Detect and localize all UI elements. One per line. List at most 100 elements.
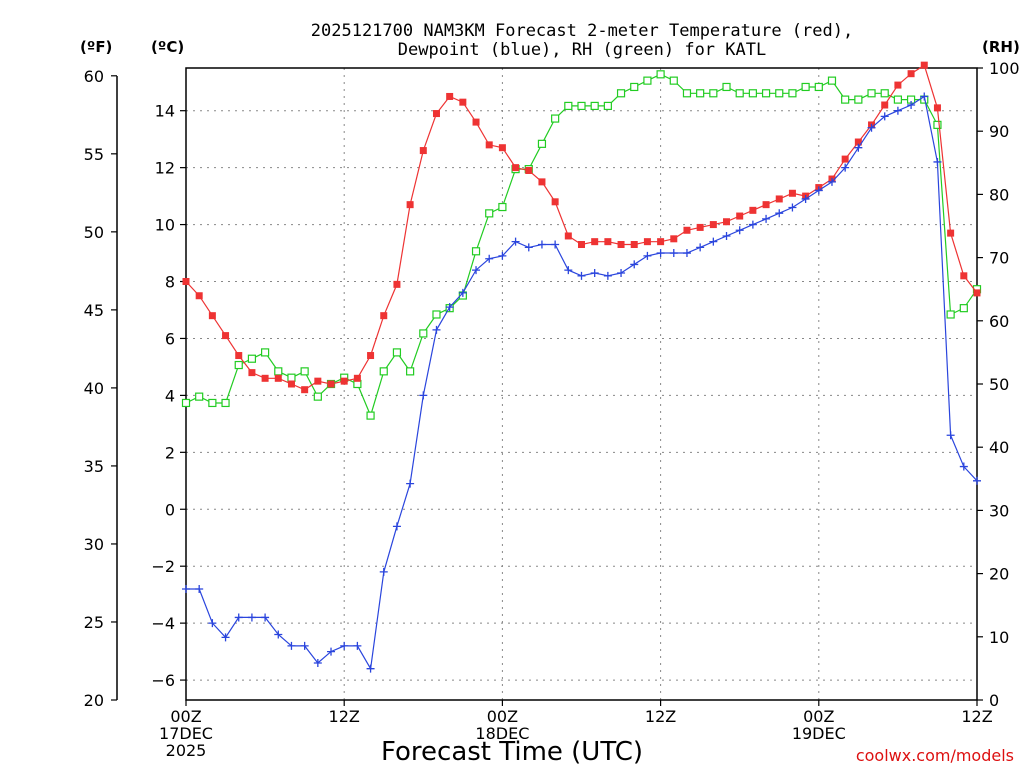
- dewpoint-point: [841, 163, 850, 172]
- temperature-point: [643, 238, 651, 246]
- temperature-point: [538, 178, 546, 186]
- rh-axis: 0 10 20 30 40 50 60 70 80 90 100: [977, 59, 1020, 710]
- dewpoint-point: [195, 584, 204, 593]
- rh-point: [933, 120, 942, 129]
- rh-point: [537, 139, 547, 148]
- dewpoint-point: [669, 249, 678, 258]
- chart-title-line-1: 2025121700 NAM3KM Forecast 2-meter Tempe…: [311, 21, 853, 41]
- temperature-point: [551, 198, 559, 206]
- dewpoint-point: [590, 268, 599, 277]
- dewpoint-point: [261, 613, 270, 622]
- dewpoint-point: [907, 101, 916, 110]
- rh-point: [867, 89, 876, 98]
- grid-lines: [186, 68, 977, 700]
- temperature-point: [578, 241, 585, 249]
- fahrenheit-tick-label: 60: [84, 67, 104, 86]
- rh-point: [761, 89, 771, 98]
- rh-point: [616, 89, 626, 98]
- temperature-point: [222, 332, 230, 340]
- temperature-point: [591, 238, 599, 246]
- rh-tick-label: 100: [989, 59, 1020, 78]
- plot-frame: [185, 67, 978, 701]
- temperature-point: [472, 118, 480, 126]
- temperature-point: [854, 138, 862, 146]
- temperature-point: [485, 141, 493, 149]
- temperature-point: [301, 386, 309, 394]
- rh-series: [181, 70, 982, 420]
- celsius-tick-label: −4: [151, 614, 175, 633]
- temperature-point: [604, 238, 612, 246]
- temperature-point: [287, 380, 295, 388]
- rh-point: [366, 411, 375, 420]
- dewpoint-point: [353, 641, 362, 650]
- dewpoint-point: [867, 123, 876, 132]
- rh-point: [498, 202, 507, 212]
- rh-point: [788, 89, 797, 98]
- rh-point: [261, 348, 270, 357]
- dewpoint-point: [762, 214, 771, 223]
- celsius-tick-label: 12: [155, 159, 175, 178]
- temperature-point: [736, 212, 744, 220]
- time-tick-label: 19DEC: [792, 724, 846, 743]
- temperature-point: [696, 223, 704, 231]
- rh-tick-label: 70: [989, 249, 1009, 268]
- celsius-tick-label: 0: [165, 500, 175, 519]
- watermark[interactable]: coolwx.com/models: [856, 746, 1014, 765]
- rh-tick-label: 10: [989, 628, 1009, 647]
- dewpoint-point: [893, 106, 902, 115]
- time-tick-label: 00Z: [803, 707, 834, 726]
- dew-line: [186, 95, 978, 671]
- rh-point: [630, 82, 639, 92]
- time-tick-label: 2025: [166, 741, 207, 760]
- temperature-point: [670, 235, 678, 243]
- rh-point: [682, 89, 692, 98]
- rh-point: [959, 304, 968, 313]
- temperature-point: [723, 218, 731, 226]
- temperature-point: [920, 61, 928, 69]
- celsius-tick-label: 10: [155, 216, 175, 235]
- temperature-point: [393, 280, 401, 288]
- dewpoint-point: [643, 251, 652, 260]
- dewpoint-point: [472, 266, 481, 275]
- rh-point: [735, 89, 744, 98]
- celsius-tick-label: −6: [151, 671, 175, 690]
- dewpoint-point: [973, 476, 981, 485]
- rh-point: [181, 398, 191, 408]
- temperature-point: [208, 312, 216, 320]
- temperature-point: [327, 380, 335, 388]
- temperature-point: [617, 241, 625, 249]
- rh-tick-label: 60: [989, 312, 1009, 331]
- time-tick-label: 17DEC: [159, 724, 213, 743]
- rh-point: [247, 354, 257, 363]
- dewpoint-point: [801, 194, 810, 203]
- dewpoint-point: [880, 112, 889, 121]
- dewpoint-point: [920, 92, 929, 101]
- dewpoint-point: [313, 658, 322, 667]
- temperature-point: [195, 292, 203, 300]
- fahrenheit-tick-label: 20: [84, 691, 104, 710]
- rh-point: [643, 76, 652, 85]
- temperature-point: [512, 164, 520, 172]
- dewpoint-point: [287, 641, 296, 650]
- rh-tick-label: 0: [989, 691, 999, 710]
- rh-point: [564, 101, 573, 111]
- temperature-point: [459, 98, 467, 106]
- rh-point: [313, 392, 322, 401]
- fahrenheit-tick-label: 30: [84, 535, 104, 554]
- dewpoint-point: [603, 271, 612, 280]
- temperature-point: [340, 377, 348, 385]
- rh-tick-label: 20: [989, 565, 1009, 584]
- dewpoint-point: [432, 325, 441, 334]
- chart-title-line-2: Dewpoint (blue), RH (green) for KATL: [398, 40, 766, 60]
- rh-point: [854, 95, 863, 104]
- temperature-point: [314, 377, 322, 385]
- dewpoint-point: [300, 641, 309, 650]
- temperature-point: [406, 201, 414, 209]
- celsius-tick-label: 4: [165, 386, 175, 405]
- dewpoint-point: [524, 243, 533, 252]
- dewpoint-point: [682, 249, 691, 258]
- rh-point: [221, 398, 230, 408]
- temperature-point: [261, 374, 269, 382]
- dewpoint-point: [788, 203, 797, 212]
